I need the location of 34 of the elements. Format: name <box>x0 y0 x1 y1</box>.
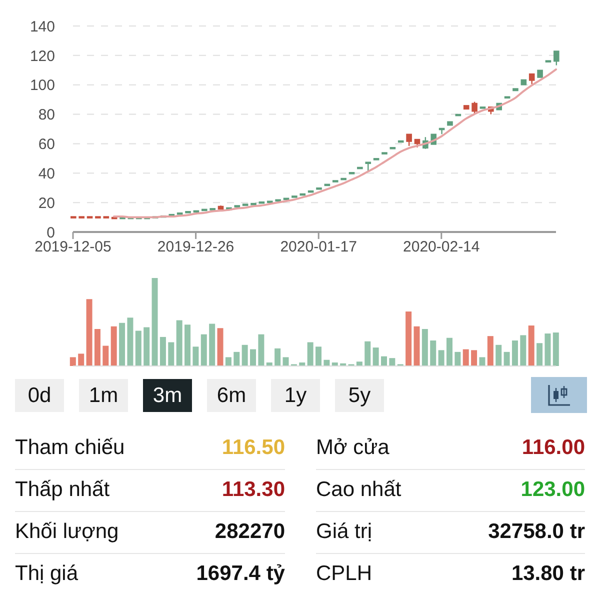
x-tick-label: 2020-02-14 <box>403 238 480 256</box>
y-tick-label: 140 <box>30 18 55 36</box>
text: 282270 <box>214 519 285 545</box>
text: Giá trị <box>316 519 372 545</box>
text: 1y <box>284 384 307 408</box>
text: CPLH <box>316 561 372 587</box>
x-tick-label: 2020-01-17 <box>280 238 357 256</box>
text: Thấp nhất <box>15 477 110 503</box>
text: 113.30 <box>222 477 285 503</box>
text: Tham chiếu <box>15 435 125 461</box>
text: 32758.0 tr <box>488 519 585 545</box>
y-tick-label: 20 <box>38 194 55 212</box>
text: 0d <box>28 384 52 408</box>
text: Mở cửa <box>316 435 390 461</box>
text: 1m <box>88 384 118 408</box>
text: Cao nhất <box>316 477 402 503</box>
text: 13.80 tr <box>511 561 585 587</box>
y-tick-label: 100 <box>30 77 55 94</box>
y-tick-label: 60 <box>38 136 55 154</box>
text: Thị giá <box>15 561 78 587</box>
text: 3m <box>152 384 182 408</box>
text: 6m <box>216 384 246 408</box>
text: Khối lượng <box>15 519 119 545</box>
x-tick-label: 2019-12-26 <box>157 238 234 256</box>
text: 1697.4 tỷ <box>196 561 285 587</box>
y-tick-label: 80 <box>38 106 55 124</box>
y-tick-label: 0 <box>46 224 55 242</box>
text: 116.00 <box>522 435 585 461</box>
text: 123.00 <box>520 477 585 503</box>
text: 5y <box>348 384 371 408</box>
y-tick-label: 120 <box>30 48 55 65</box>
y-tick-label: 40 <box>38 165 55 182</box>
x-tick-label: 2019-12-05 <box>34 238 112 256</box>
text: 116.50 <box>222 435 285 461</box>
